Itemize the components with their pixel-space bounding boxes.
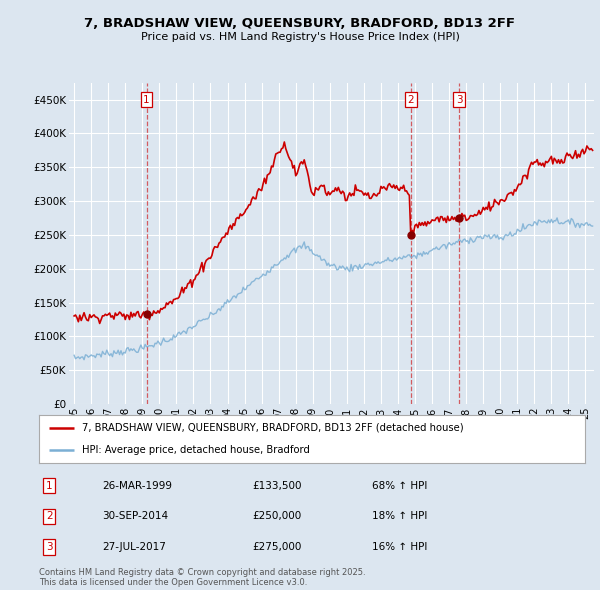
Text: HPI: Average price, detached house, Bradford: HPI: Average price, detached house, Brad… [82,445,310,455]
Text: Price paid vs. HM Land Registry's House Price Index (HPI): Price paid vs. HM Land Registry's House … [140,32,460,42]
Text: 3: 3 [455,94,463,104]
Text: 2: 2 [407,94,414,104]
Text: £275,000: £275,000 [252,542,301,552]
Text: 68% ↑ HPI: 68% ↑ HPI [372,481,427,490]
Text: 7, BRADSHAW VIEW, QUEENSBURY, BRADFORD, BD13 2FF (detached house): 7, BRADSHAW VIEW, QUEENSBURY, BRADFORD, … [82,423,463,433]
Text: 30-SEP-2014: 30-SEP-2014 [102,512,168,521]
Text: 1: 1 [46,481,53,490]
Text: 3: 3 [46,542,53,552]
Text: 16% ↑ HPI: 16% ↑ HPI [372,542,427,552]
Text: £250,000: £250,000 [252,512,301,521]
Text: 18% ↑ HPI: 18% ↑ HPI [372,512,427,521]
Text: 27-JUL-2017: 27-JUL-2017 [102,542,166,552]
Text: £133,500: £133,500 [252,481,302,490]
Text: 2: 2 [46,512,53,521]
Text: 7, BRADSHAW VIEW, QUEENSBURY, BRADFORD, BD13 2FF: 7, BRADSHAW VIEW, QUEENSBURY, BRADFORD, … [85,17,515,30]
Text: Contains HM Land Registry data © Crown copyright and database right 2025.
This d: Contains HM Land Registry data © Crown c… [39,568,365,587]
Text: 1: 1 [143,94,150,104]
Text: 26-MAR-1999: 26-MAR-1999 [102,481,172,490]
